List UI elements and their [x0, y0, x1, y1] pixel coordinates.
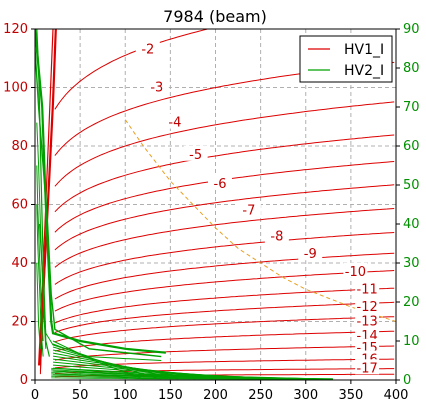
chart-title: 7984 (beam) [163, 7, 267, 26]
hv2-trunk-line [35, 29, 167, 354]
contour-label-group: -13 [355, 312, 380, 330]
contour-label-bg [264, 227, 289, 243]
x-tick-label: 150 [158, 388, 183, 403]
y2-tick-label: 60 [403, 139, 420, 154]
contour-label: -17 [357, 361, 378, 376]
contour-label-group: -8 [264, 227, 289, 245]
hv1-curve [54, 184, 395, 251]
contour-label-group: -17 [355, 359, 380, 376]
y2-tick-label: 50 [403, 178, 420, 193]
contour-label-bg [355, 327, 380, 343]
contour-label-bg [236, 201, 261, 217]
y2-tick-label: 70 [403, 100, 420, 115]
contour-label-bg [355, 312, 380, 328]
contour-label-group: -10 [343, 262, 368, 280]
contour-label-group: -6 [208, 175, 233, 192]
contour-label-bg [355, 280, 380, 296]
contour-label-bg [343, 262, 368, 278]
y2-tick-label: 20 [403, 295, 420, 310]
contour-label-group: -7 [236, 201, 261, 218]
hv1-curve [54, 161, 395, 233]
hv2-left-line [36, 122, 47, 349]
x-tick-label: 400 [384, 388, 409, 403]
hv2-left-line [36, 262, 41, 349]
contour-label: -10 [345, 265, 366, 280]
y-tick-label: 40 [11, 256, 28, 271]
x-tick-label: 200 [203, 388, 228, 403]
hv2-left-line [36, 204, 44, 357]
hv1-curve [54, 134, 395, 213]
contour-label-group: -3 [144, 78, 169, 96]
contour-label: -4 [168, 116, 181, 131]
y-tick-label: 100 [3, 81, 28, 96]
contour-label-group: -4 [162, 113, 187, 131]
x-tick-label: 300 [293, 388, 318, 403]
contour-label-bg [208, 175, 233, 191]
y2-tick-label: 40 [403, 217, 420, 232]
hv1-curve [54, 270, 395, 312]
y-tick-label: 60 [11, 198, 28, 213]
contour-label-bg [355, 338, 380, 354]
y2-tick-label: 90 [403, 22, 420, 37]
hv1-curve [54, 301, 395, 333]
contour-label: -8 [270, 230, 283, 245]
contour-label-bg [183, 145, 208, 161]
contour-label-group: -2 [135, 40, 160, 57]
contour-label: -13 [357, 315, 378, 330]
hv1-curve [54, 345, 395, 361]
contour-label-bg [162, 113, 187, 129]
y2-tick-label: 30 [403, 256, 420, 271]
y-tick-label: 120 [3, 22, 28, 37]
contour-label: -12 [357, 300, 378, 315]
hv2-trunk-line [39, 223, 162, 361]
contour-label: -3 [150, 81, 163, 96]
x-tick-label: 0 [31, 388, 39, 403]
hv2-left-line [36, 165, 44, 342]
contour-label: -11 [357, 282, 378, 297]
contour-label-group: -5 [183, 145, 208, 163]
contour-label-bg [355, 359, 380, 375]
y-tick-label: 20 [11, 315, 28, 330]
hv1-curve [54, 287, 395, 324]
iso-line [124, 119, 396, 322]
hv1-curve [54, 29, 211, 110]
legend: HV1_I HV2_I [299, 35, 393, 83]
y-tick-label: 80 [11, 139, 28, 154]
legend-label: HV2_I [344, 63, 384, 79]
contour-label-bg [298, 245, 323, 261]
hv1-curve [54, 208, 395, 268]
contour-label-bg [144, 78, 169, 94]
y-tick-label: 0 [20, 373, 28, 388]
hv1-curve [54, 232, 395, 285]
contour-label-group: -9 [298, 245, 323, 262]
legend-box [299, 35, 393, 83]
contour-label-bg [135, 40, 160, 56]
contour-label: -9 [304, 247, 317, 262]
contour-label: -7 [242, 203, 255, 218]
y2-tick-label: 0 [403, 373, 411, 388]
x-tick-label: 250 [248, 388, 273, 403]
contour-label-group: -11 [355, 280, 380, 297]
hv1-curve [54, 252, 395, 300]
hv1-curve [54, 101, 395, 187]
plot-layer: -2-3-4-5-6-7-8-9-10-11-12-13-14-15-16-17 [35, 29, 396, 380]
hv2-bottom-line [51, 377, 333, 380]
x-tick-label: 100 [113, 388, 138, 403]
y2-tick-label: 80 [403, 61, 420, 76]
legend-label: HV1_I [344, 42, 384, 58]
contour-label-bg [355, 297, 380, 313]
hv1-curve [54, 316, 395, 343]
contour-label: -2 [141, 42, 154, 57]
x-tick-label: 50 [72, 388, 89, 403]
axes: 0 50 100 150 200 250 300 350 4000204060801001200… [3, 22, 419, 403]
contour-label-group: -12 [355, 297, 380, 315]
contour-label: -5 [189, 148, 202, 163]
x-tick-label: 350 [338, 388, 363, 403]
hv1-curve [54, 330, 395, 352]
contour-label: -6 [214, 177, 227, 192]
y2-tick-label: 10 [403, 334, 420, 349]
